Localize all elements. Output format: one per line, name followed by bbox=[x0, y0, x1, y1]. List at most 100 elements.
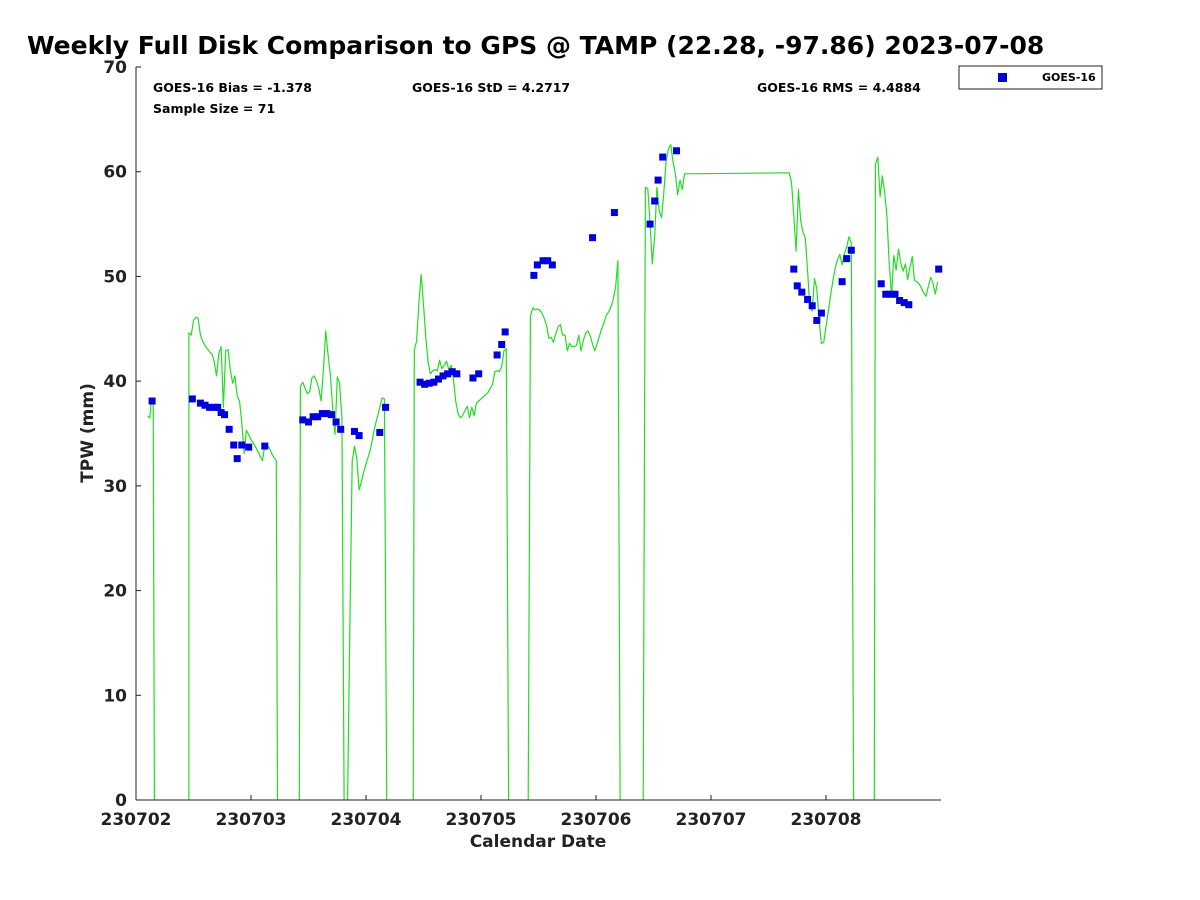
y-tick-label: 20 bbox=[103, 582, 127, 602]
goes16-data-point bbox=[847, 246, 855, 254]
y-axis-label: TPW (mm) bbox=[78, 383, 98, 483]
y-tick-label: 0 bbox=[115, 791, 127, 811]
goes16-data-point bbox=[376, 428, 384, 436]
goes16-data-point bbox=[261, 442, 269, 450]
sample-size-stat: Sample Size = 71 bbox=[153, 101, 275, 116]
x-tick-label: 230706 bbox=[561, 810, 632, 830]
goes16-data-point bbox=[201, 401, 209, 409]
goes16-data-point bbox=[589, 234, 597, 242]
x-tick-label: 230703 bbox=[216, 810, 287, 830]
goes16-data-point bbox=[935, 265, 943, 273]
x-tick-label: 230702 bbox=[101, 810, 172, 830]
goes16-data-point bbox=[430, 378, 438, 386]
goes16-data-point bbox=[838, 278, 846, 286]
goes16-data-point bbox=[323, 410, 331, 418]
goes16-data-point bbox=[651, 197, 659, 205]
goes16-data-point bbox=[434, 375, 442, 383]
goes16-data-point bbox=[469, 374, 477, 382]
goes16-data-point bbox=[813, 316, 821, 324]
goes16-marker-layer bbox=[148, 147, 943, 463]
goes16-data-point bbox=[148, 397, 156, 405]
x-tick-label: 230704 bbox=[331, 810, 402, 830]
legend-box bbox=[958, 65, 1103, 90]
y-ticks: 0 10 20 30 40 50 60 70 bbox=[103, 58, 141, 811]
gps-tpw-line-segment bbox=[527, 260, 621, 801]
goes16-data-point bbox=[448, 368, 456, 376]
goes16-data-point bbox=[804, 295, 812, 303]
gps-line-layer bbox=[147, 143, 939, 801]
goes16-data-point bbox=[225, 425, 233, 433]
goes16-data-point bbox=[328, 411, 335, 419]
goes16-data-point bbox=[439, 372, 447, 380]
x-axis-label: Calendar Date bbox=[470, 832, 607, 852]
goes16-data-point bbox=[530, 271, 538, 279]
goes16-data-point bbox=[233, 455, 241, 463]
goes16-data-point bbox=[843, 255, 851, 263]
axes bbox=[135, 67, 941, 801]
goes16-data-point bbox=[230, 441, 238, 449]
goes16-data-point bbox=[351, 427, 358, 435]
goes16-data-point bbox=[444, 370, 452, 378]
legend-label-goes16: GOES-16 bbox=[1042, 71, 1096, 84]
goes16-data-point bbox=[314, 413, 322, 421]
goes16-data-point bbox=[905, 301, 913, 309]
goes16-data-point bbox=[501, 328, 509, 336]
goes16-data-point bbox=[245, 443, 253, 451]
x-tick-label: 230705 bbox=[446, 810, 517, 830]
goes16-data-point bbox=[646, 220, 654, 228]
goes16-data-point bbox=[659, 153, 667, 161]
goes16-data-point bbox=[425, 379, 433, 387]
goes16-data-point bbox=[539, 257, 547, 265]
gps-tpw-line-segment bbox=[642, 143, 855, 801]
y-tick-label: 50 bbox=[103, 267, 127, 287]
goes16-data-point bbox=[896, 297, 904, 305]
goes16-data-point bbox=[318, 410, 326, 418]
x-ticks: 230702 230703 230704 230705 230706 230707 2307… bbox=[101, 795, 862, 830]
goes16-data-point bbox=[238, 441, 246, 449]
goes16-data-point bbox=[299, 416, 307, 424]
goes16-data-point bbox=[882, 290, 890, 298]
chart-title: Weekly Full Disk Comparison to GPS @ TAM… bbox=[27, 31, 1044, 60]
y-tick-label: 10 bbox=[103, 686, 127, 706]
bias-stat: GOES-16 Bias = -1.378 bbox=[153, 80, 312, 95]
legend: GOES-16 bbox=[958, 65, 1103, 90]
goes16-data-point bbox=[416, 378, 424, 386]
goes16-data-point bbox=[498, 340, 506, 348]
goes16-data-point bbox=[382, 403, 390, 411]
std-stat: GOES-16 StD = 4.2717 bbox=[412, 80, 570, 95]
goes16-data-point bbox=[421, 380, 429, 388]
x-tick-label: 230708 bbox=[791, 810, 862, 830]
goes16-data-point bbox=[877, 280, 885, 288]
goes16-data-point bbox=[886, 290, 894, 298]
y-tick-label: 30 bbox=[103, 477, 127, 497]
legend-marker bbox=[998, 73, 1007, 82]
goes16-data-point bbox=[196, 399, 204, 407]
y-tick-label: 70 bbox=[103, 58, 127, 78]
goes16-data-point bbox=[221, 411, 229, 419]
goes16-data-point bbox=[309, 413, 317, 421]
goes16-data-point bbox=[305, 418, 312, 426]
goes16-data-point bbox=[206, 403, 214, 411]
y-tick-label: 60 bbox=[103, 163, 127, 183]
goes16-data-point bbox=[900, 299, 908, 307]
goes16-data-point bbox=[798, 288, 806, 296]
goes16-data-point bbox=[453, 370, 461, 378]
gps-tpw-line-segment bbox=[873, 156, 939, 801]
goes16-data-point bbox=[533, 261, 541, 269]
goes16-data-point bbox=[891, 290, 899, 298]
gps-tpw-line-segment bbox=[412, 273, 510, 801]
goes16-data-point bbox=[817, 309, 825, 317]
goes16-data-point bbox=[355, 432, 363, 440]
goes16-data-point bbox=[548, 261, 556, 269]
goes16-data-point bbox=[654, 176, 662, 184]
x-tick-label: 230707 bbox=[676, 810, 747, 830]
plot-area bbox=[136, 67, 941, 800]
goes16-data-point bbox=[214, 403, 222, 411]
goes16-data-point bbox=[544, 257, 552, 265]
gps-tpw-line-segment bbox=[188, 316, 279, 801]
goes16-data-point bbox=[475, 370, 483, 378]
goes16-data-point bbox=[332, 418, 340, 426]
goes16-data-point bbox=[337, 425, 345, 433]
goes16-data-point bbox=[808, 302, 816, 310]
